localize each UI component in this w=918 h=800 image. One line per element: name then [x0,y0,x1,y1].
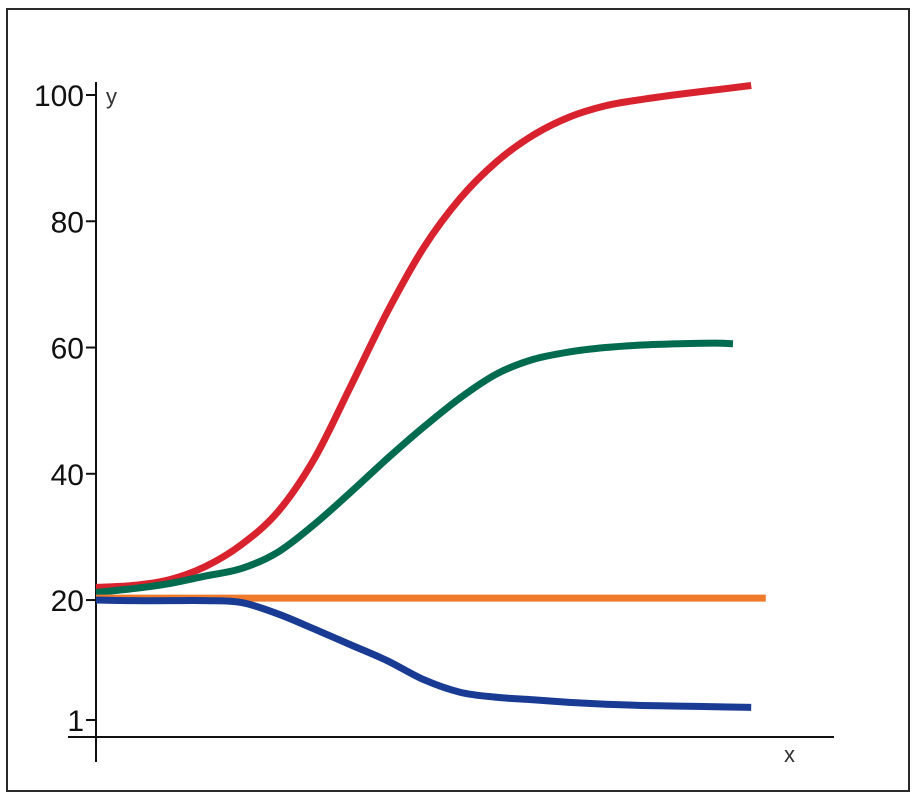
series-line-4 [95,596,752,711]
y-tick-label: 80 [51,206,84,239]
y-axis-label: y [106,84,117,109]
series-lines [95,82,766,711]
line-chart: 1 20 40 60 80 100 y x [34,80,834,767]
figure-frame: 1 20 40 60 80 100 y x [6,8,910,792]
y-tick-label: 1 [67,705,84,738]
series-line-2 [95,339,734,596]
x-axis-label: x [784,742,795,767]
y-tick-label: 20 [51,585,84,618]
series-line-1 [95,82,752,591]
y-tick-label: 100 [34,80,84,113]
y-tick-label: 40 [51,459,84,492]
y-ticks: 1 20 40 60 80 100 [34,80,96,738]
y-tick-label: 60 [51,333,84,366]
axes [68,82,834,762]
